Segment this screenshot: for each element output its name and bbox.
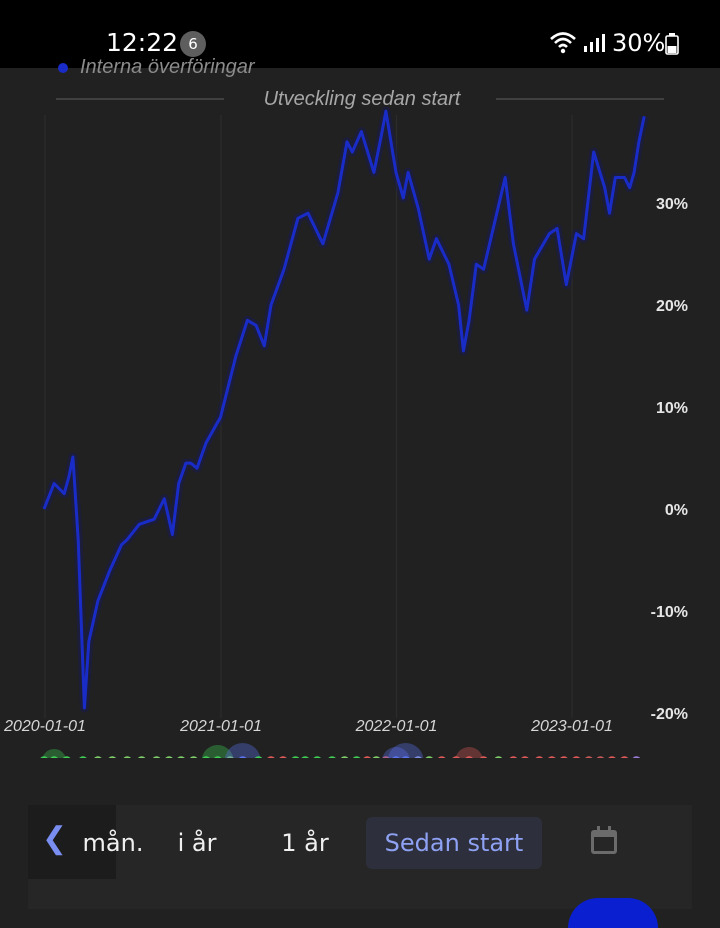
status-bar: 12:22 6 30% — [0, 0, 720, 68]
event-dot[interactable] — [508, 756, 519, 766]
event-dot[interactable] — [339, 756, 350, 766]
event-dot[interactable] — [107, 756, 118, 766]
performance-chart: Utveckling sedan start 30% 20% 10% 0% -10% -2… — [3, 88, 688, 779]
x-tick-label: 2023-01-01 — [530, 718, 613, 735]
series-line-glow — [39, 106, 649, 713]
event-dot[interactable] — [136, 756, 147, 766]
legend-color-dot — [58, 62, 68, 73]
chevron-left-icon: ❮ — [42, 822, 68, 855]
event-dot-halo — [387, 743, 424, 779]
event-dot[interactable] — [188, 756, 199, 766]
event-dot[interactable] — [595, 756, 606, 766]
signal-icon — [584, 34, 605, 52]
wifi-icon — [550, 32, 576, 54]
event-dot[interactable] — [290, 756, 301, 766]
event-dot[interactable] — [534, 756, 545, 766]
tab-this-year[interactable]: i år — [177, 829, 217, 857]
event-dot[interactable] — [436, 756, 447, 766]
event-dot[interactable] — [362, 756, 372, 766]
chart-area: Utveckling sedan start 30% 20% 10% 0% -10% -2… — [0, 68, 720, 779]
event-dot[interactable] — [559, 756, 569, 766]
notification-count-badge: 6 — [180, 31, 206, 57]
event-dot[interactable] — [584, 756, 594, 766]
event-dot[interactable] — [520, 756, 530, 766]
tab-since-start[interactable]: Sedan start — [366, 817, 542, 869]
chart-title: Utveckling sedan start — [264, 88, 462, 110]
x-tick-label: 2022-01-01 — [355, 718, 438, 735]
event-dot[interactable] — [278, 756, 288, 766]
y-tick-label: -20% — [651, 706, 688, 723]
status-time: 12:22 — [106, 28, 179, 57]
event-dot[interactable] — [631, 756, 642, 766]
floating-action-button[interactable] — [568, 898, 658, 928]
event-dot[interactable] — [300, 756, 310, 766]
calendar-icon[interactable] — [590, 825, 618, 855]
y-tick-label: 0% — [665, 502, 688, 519]
back-button[interactable]: ❮ — [28, 805, 116, 879]
event-dot-halo — [224, 743, 261, 779]
x-tick-label: 2021-01-01 — [179, 718, 262, 735]
event-dot[interactable] — [607, 756, 617, 766]
event-dot[interactable] — [493, 756, 504, 766]
event-dot[interactable] — [266, 756, 276, 766]
series-line — [42, 109, 646, 710]
battery-percentage: 30% — [612, 29, 666, 57]
battery-icon — [665, 33, 679, 55]
tab-one-year[interactable]: 1 år — [281, 829, 329, 857]
y-tick-label: 20% — [656, 298, 688, 315]
event-dot[interactable] — [164, 756, 174, 766]
period-tab-bar: ❮ mån. i år 1 år Sedan start — [28, 805, 692, 909]
event-dot[interactable] — [351, 756, 362, 766]
event-dot[interactable] — [176, 756, 186, 766]
event-dot[interactable] — [547, 756, 557, 766]
event-dot[interactable] — [424, 756, 435, 766]
x-tick-label: 2020-01-01 — [3, 718, 86, 735]
event-dot[interactable] — [371, 756, 382, 766]
event-dot[interactable] — [93, 756, 103, 766]
event-dot[interactable] — [122, 756, 133, 766]
event-dot[interactable] — [571, 756, 582, 766]
event-dot[interactable] — [151, 756, 162, 766]
tab-month[interactable]: mån. — [82, 829, 144, 857]
event-dot[interactable] — [619, 756, 630, 766]
event-dot[interactable] — [312, 756, 322, 766]
event-dot[interactable] — [78, 756, 88, 766]
legend-item[interactable]: Interna överföringar — [58, 56, 255, 79]
event-dot[interactable] — [327, 756, 337, 766]
legend-label: Interna överföringar — [80, 56, 255, 78]
y-tick-label: 30% — [656, 196, 688, 213]
y-tick-label: 10% — [656, 400, 688, 417]
y-tick-label: -10% — [651, 604, 688, 621]
